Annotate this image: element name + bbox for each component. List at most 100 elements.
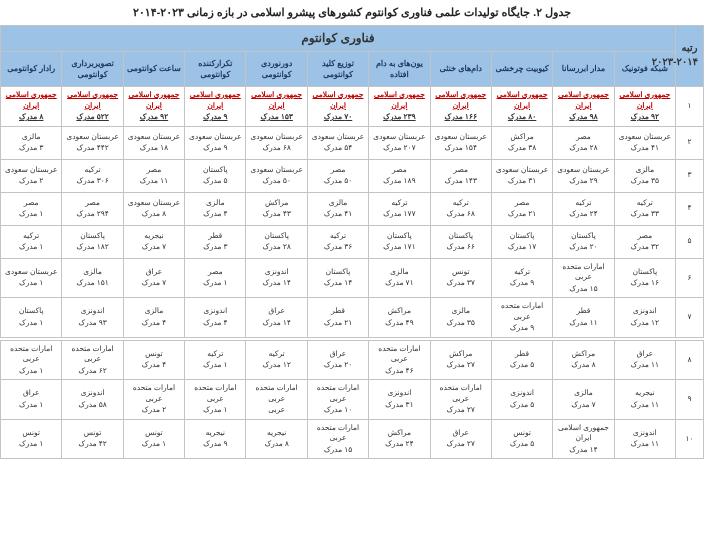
doc-count: ۲۹ مدرک: [569, 176, 597, 187]
data-cell: عراق۱۱ مدرک: [614, 340, 675, 380]
country-name: مالزی: [636, 165, 655, 176]
doc-count: ۴ مدرک: [203, 209, 227, 220]
doc-count: ۲۷ مدرک: [447, 439, 475, 450]
country-name: قطر: [331, 306, 345, 317]
country-name: جمهوری اسلامی ایران: [433, 90, 489, 111]
data-cell: تونس۴۲ مدرک: [62, 419, 123, 459]
doc-count: ۶۸ مدرک: [262, 143, 290, 154]
data-cell: ترکیه۳۳ مدرک: [614, 192, 675, 225]
doc-count: ۱ مدرک: [19, 278, 43, 289]
data-cell: نیجریه۷ مدرک: [123, 225, 184, 258]
country-name: امارات متحده عربی: [248, 383, 304, 404]
doc-count: ۴۱ مدرک: [324, 209, 352, 220]
doc-count: ۷ مدرک: [142, 278, 166, 289]
data-cell: مراکش۲۴ مدرک: [369, 419, 430, 459]
data-cell: جمهوری اسلامی ایران۵۲۲ مدرک: [62, 87, 123, 127]
country-name: ترکیه: [391, 198, 407, 209]
doc-count: ۶۸ مدرک: [447, 209, 475, 220]
data-cell: ترکیه۲۴ مدرک: [553, 192, 614, 225]
table-title: جدول ۲. جایگاه تولیدات علمی فناوری کوانت…: [0, 0, 704, 25]
doc-count: ۵ مدرک: [510, 439, 534, 450]
country-name: نیجریه: [635, 388, 654, 399]
doc-count: ۹ مدرک: [510, 323, 534, 334]
doc-count: ۴۹ مدرک: [385, 318, 413, 329]
table-body: ۱جمهوری اسلامی ایران۹۲ مدرکجمهوری اسلامی…: [1, 87, 704, 459]
doc-count: ۳ مدرک: [203, 242, 227, 253]
header-rank: رتبه ۲۰۲۳-۲۰۱۴: [676, 26, 704, 87]
country-name: جمهوری اسلامی ایران: [187, 90, 243, 111]
country-name: جمهوری اسلامی ایران: [555, 423, 611, 444]
table-row: ۷اندونزی۱۲ مدرکقطر۱۱ مدرکامارات متحده عر…: [1, 298, 704, 338]
data-cell: امارات متحده عربی۱۰ مدرک: [307, 380, 368, 420]
data-cell: امارات متحده عربی۲۷ مدرک: [430, 380, 491, 420]
data-cell: امارات متحده عربی۹ مدرک: [491, 298, 552, 338]
data-cell: مالزی۱۵۱ مدرک: [62, 258, 123, 298]
country-name: عربستان سعودی: [496, 165, 549, 176]
doc-count: ۳۵ مدرک: [631, 176, 659, 187]
data-cell: قطر۲۱ مدرک: [307, 298, 368, 338]
country-name: اندونزی: [387, 388, 411, 399]
doc-count: ۸ مدرک: [19, 112, 43, 123]
data-cell: جمهوری اسلامی ایران۱۶۶ مدرک: [430, 87, 491, 127]
data-cell: مصر۱۴۳ مدرک: [430, 159, 491, 192]
data-cell: جمهوری اسلامی ایران۱۴ مدرک: [553, 419, 614, 459]
rank-cell: ۳: [676, 159, 704, 192]
country-name: اندونزی: [203, 306, 227, 317]
data-cell: عربستان سعودی۶۸ مدرک: [246, 126, 307, 159]
data-cell: اندونزی۵۸ مدرک: [62, 380, 123, 420]
country-name: ترکیه: [637, 198, 653, 209]
data-cell: اندونزی۱۴ مدرک: [246, 258, 307, 298]
country-name: امارات متحده عربی: [371, 344, 427, 365]
data-cell: مالزی۳ مدرک: [1, 126, 62, 159]
data-cell: جمهوری اسلامی ایران۱۵۳ مدرک: [246, 87, 307, 127]
data-cell: پاکستان۱۷ مدرک: [491, 225, 552, 258]
header-main-technology: فناوری کوانتوم: [1, 26, 676, 52]
table-row: ۵مصر۳۲ مدرکپاکستان۲۰ مدرکپاکستان۱۷ مدرکپ…: [1, 225, 704, 258]
data-cell: تونس۱ مدرک: [123, 419, 184, 459]
doc-count: ۵۰ مدرک: [324, 176, 352, 187]
country-name: اندونزی: [81, 388, 105, 399]
doc-count: ۸۰ مدرک: [508, 112, 536, 123]
country-name: جمهوری اسلامی ایران: [494, 90, 550, 111]
doc-count: ۱۰ مدرک: [324, 405, 352, 416]
doc-count: ۳۱ مدرک: [508, 176, 536, 187]
data-cell: مالزی۳۵ مدرک: [614, 159, 675, 192]
country-name: پاکستان: [632, 267, 657, 278]
data-cell: مصر۱ مدرک: [1, 192, 62, 225]
doc-count: ۹۸ مدرک: [569, 112, 597, 123]
doc-count: ۱۴ مدرک: [324, 278, 352, 289]
country-name: قطر: [515, 349, 529, 360]
data-cell: امارات متحده عربی۴۶ مدرک: [369, 340, 430, 380]
doc-count: ۱۴ مدرک: [262, 278, 290, 289]
column-header-5: توزیع کلید کوانتومی: [307, 51, 368, 86]
rank-cell: ۱۰: [676, 419, 704, 459]
doc-count: ۹ مدرک: [203, 143, 227, 154]
country-name: امارات متحده عربی: [310, 383, 366, 404]
doc-count: ۲ مدرک: [19, 176, 43, 187]
doc-count: ۱۷ مدرک: [508, 242, 536, 253]
country-name: مراکش: [510, 132, 533, 143]
table-row: ۱۰اندونزی۱۱ مدرکجمهوری اسلامی ایران۱۴ مد…: [1, 419, 704, 459]
doc-count: ۴۱ مدرک: [631, 143, 659, 154]
rank-cell: ۹: [676, 380, 704, 420]
country-name: اندونزی: [633, 428, 657, 439]
doc-count: ۱۱ مدرک: [631, 360, 659, 371]
column-header-9: تصویربرداری کوانتومی: [62, 51, 123, 86]
doc-count: ۱ مدرک: [203, 405, 227, 416]
doc-count: ۱۵۱ مدرک: [76, 278, 108, 289]
data-cell: عربستان سعودی۸ مدرک: [123, 192, 184, 225]
country-name: عراق: [637, 349, 654, 360]
doc-count: ۵ مدرک: [203, 176, 227, 187]
doc-count: ۴۲ مدرک: [78, 439, 106, 450]
data-cell: عربستان سعودی۳۱ مدرک: [491, 159, 552, 192]
doc-count: ۲۷ مدرک: [447, 405, 475, 416]
doc-count: ۲۰ مدرک: [324, 360, 352, 371]
country-name: پاکستان: [264, 231, 289, 242]
doc-count: ۷ مدرک: [571, 400, 595, 411]
data-cell: عربستان سعودی۵۰ مدرک: [246, 159, 307, 192]
country-name: مصر: [208, 267, 223, 278]
data-cell: مصر۲۸ مدرک: [553, 126, 614, 159]
data-cell: مصر۱۸۹ مدرک: [369, 159, 430, 192]
data-cell: عربستان سعودی۵۴ مدرک: [307, 126, 368, 159]
doc-count: ۱۸۹ مدرک: [383, 176, 415, 187]
